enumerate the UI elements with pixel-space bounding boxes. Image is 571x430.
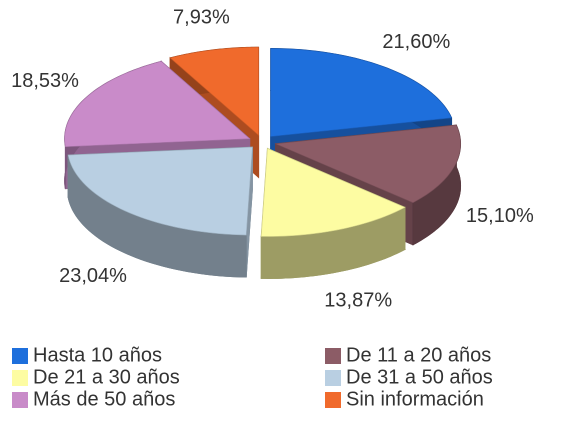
data-label: 18,53% [11, 70, 79, 92]
data-label: 13,87% [324, 290, 392, 312]
legend-label: De 21 a 30 años [33, 366, 180, 388]
legend-label: Hasta 10 años [33, 344, 162, 366]
data-label: 23,04% [59, 265, 127, 287]
pie-slice [274, 124, 461, 204]
legend-label: De 11 a 20 años [346, 344, 491, 366]
legend-swatch [12, 370, 28, 386]
pie-slice [260, 148, 406, 237]
legend-label: Sin información [346, 388, 484, 410]
legend-label: Más de 50 años [33, 388, 175, 410]
pie-slice [169, 46, 259, 136]
pie-slice [270, 48, 453, 137]
legend-swatch [325, 370, 341, 386]
legend-swatch [325, 392, 341, 408]
legend-label: De 31 a 50 años [346, 366, 493, 388]
data-label: 15,10% [466, 205, 534, 227]
legend-swatch [325, 348, 341, 364]
legend-swatch [12, 348, 28, 364]
data-label: 7,93% [173, 7, 230, 29]
pie-slice [64, 61, 251, 147]
legend-swatch [12, 392, 28, 408]
pie-slice [67, 146, 253, 236]
data-label: 21,60% [382, 31, 450, 53]
